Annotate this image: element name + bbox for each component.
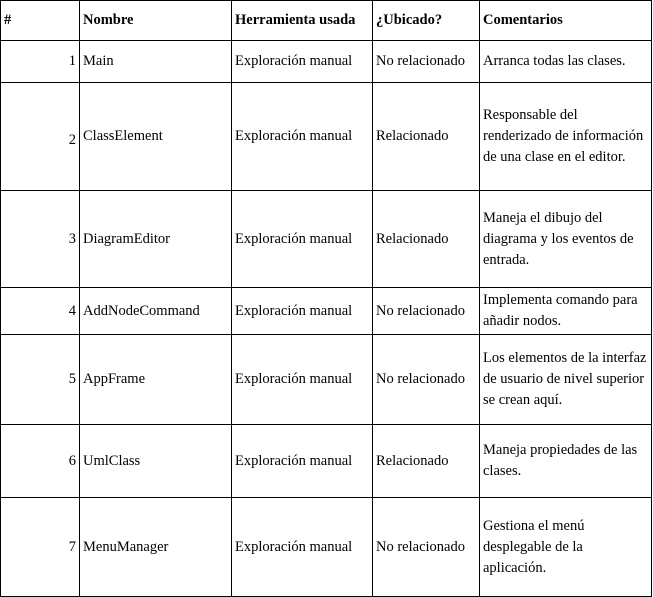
table-row: 3 DiagramEditor Exploración manual Relac…: [0, 190, 652, 288]
table-row: 5 AppFrame Exploración manual No relacio…: [0, 334, 652, 425]
row-number: 5: [0, 334, 80, 425]
row-ubicado: Relacionado: [372, 424, 480, 498]
row-comentarios: Maneja el dibujo del diagrama y los even…: [479, 190, 652, 288]
row-ubicado: Relacionado: [372, 82, 480, 191]
row-herramienta: Exploración manual: [231, 40, 373, 83]
row-nombre: AddNodeCommand: [79, 287, 232, 335]
table-row: 4 AddNodeCommand Exploración manual No r…: [0, 287, 652, 335]
row-number: 7: [0, 497, 80, 597]
header-row: # Nombre Herramienta usada ¿Ubicado? Com…: [0, 0, 652, 41]
table-row: 7 MenuManager Exploración manual No rela…: [0, 497, 652, 597]
row-herramienta: Exploración manual: [231, 424, 373, 498]
table-row: 1 Main Exploración manual No relacionado…: [0, 40, 652, 83]
header-comentarios: Comentarios: [479, 0, 652, 41]
row-number: 4: [0, 287, 80, 335]
row-number: 6: [0, 424, 80, 498]
row-ubicado: No relacionado: [372, 334, 480, 425]
row-number: 2: [0, 82, 80, 191]
row-herramienta: Exploración manual: [231, 497, 373, 597]
header-num: #: [0, 0, 80, 41]
row-comentarios: Maneja propiedades de las clases.: [479, 424, 652, 498]
row-nombre: MenuManager: [79, 497, 232, 597]
row-comentarios: Implementa comando para añadir nodos.: [479, 287, 652, 335]
row-herramienta: Exploración manual: [231, 334, 373, 425]
row-comentarios: Los elementos de la interfaz de usuario …: [479, 334, 652, 425]
row-nombre: AppFrame: [79, 334, 232, 425]
row-comentarios: Gestiona el menú desplegable de la aplic…: [479, 497, 652, 597]
table-row: 2 ClassElement Exploración manual Relaci…: [0, 82, 652, 191]
row-nombre: Main: [79, 40, 232, 83]
row-number: 3: [0, 190, 80, 288]
row-ubicado: No relacionado: [372, 497, 480, 597]
row-herramienta: Exploración manual: [231, 287, 373, 335]
header-nombre: Nombre: [79, 0, 232, 41]
row-ubicado: No relacionado: [372, 287, 480, 335]
row-herramienta: Exploración manual: [231, 190, 373, 288]
row-nombre: DiagramEditor: [79, 190, 232, 288]
row-number: 1: [0, 40, 80, 83]
row-nombre: ClassElement: [79, 82, 232, 191]
header-herramienta: Herramienta usada: [231, 0, 373, 41]
row-comentarios: Arranca todas las clases.: [479, 40, 652, 83]
row-comentarios: Responsable del renderizado de informaci…: [479, 82, 652, 191]
header-ubicado: ¿Ubicado?: [372, 0, 480, 41]
row-ubicado: Relacionado: [372, 190, 480, 288]
row-ubicado: No relacionado: [372, 40, 480, 83]
row-nombre: UmlClass: [79, 424, 232, 498]
table-row: 6 UmlClass Exploración manual Relacionad…: [0, 424, 652, 498]
row-herramienta: Exploración manual: [231, 82, 373, 191]
